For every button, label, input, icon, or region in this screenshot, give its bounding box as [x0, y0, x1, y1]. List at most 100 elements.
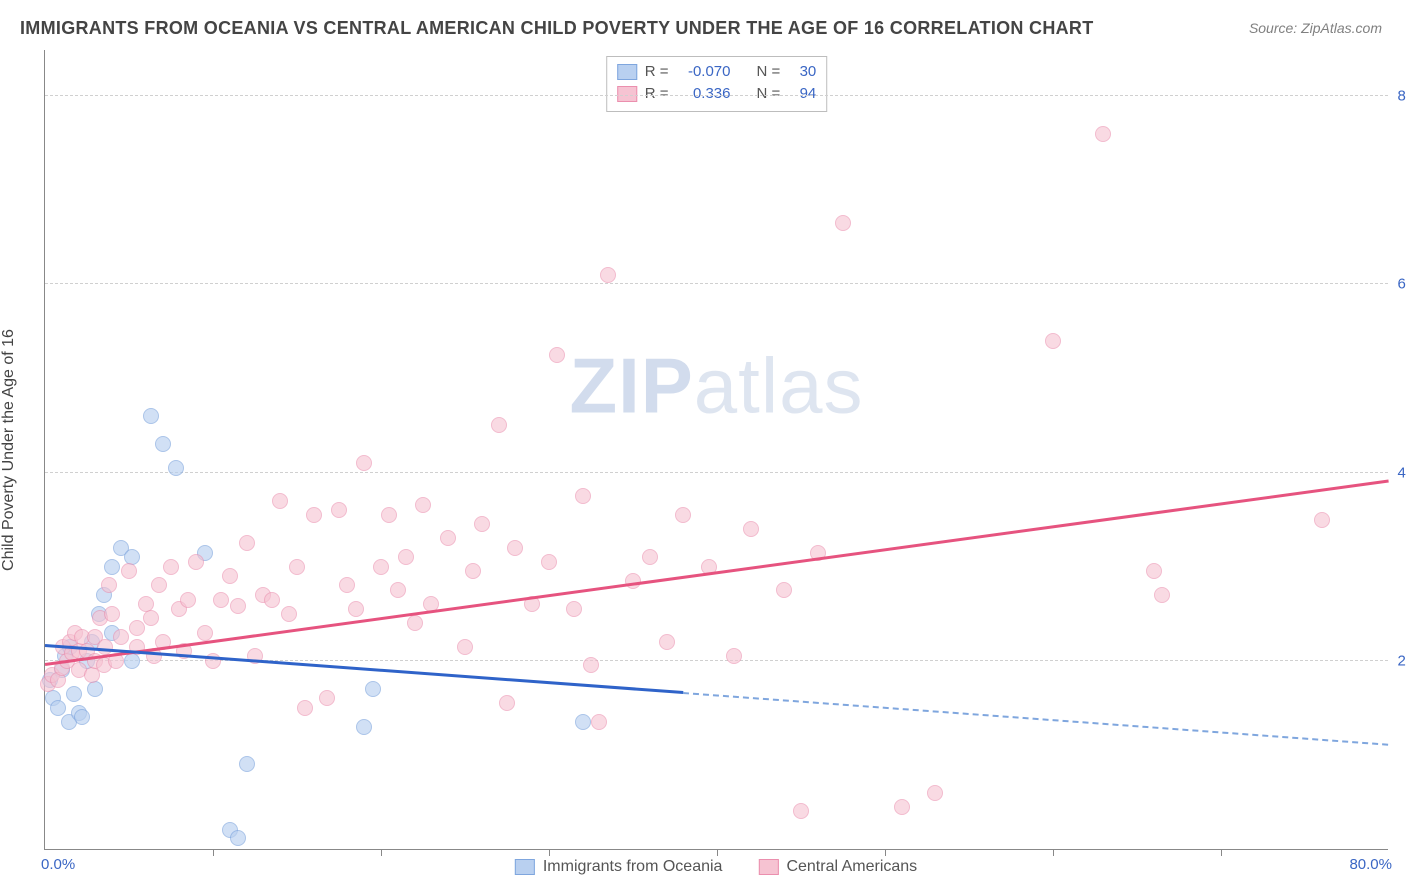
scatter-point	[356, 455, 372, 471]
scatter-point	[180, 592, 196, 608]
scatter-point	[124, 653, 140, 669]
scatter-point	[591, 714, 607, 730]
scatter-point	[97, 639, 113, 655]
scatter-point	[87, 681, 103, 697]
scatter-point	[457, 639, 473, 655]
scatter-point	[659, 634, 675, 650]
scatter-point	[50, 700, 66, 716]
scatter-point	[1314, 512, 1330, 528]
stats-row-1: R = 0.336 N = 94	[617, 83, 817, 105]
scatter-point	[600, 267, 616, 283]
scatter-point	[151, 577, 167, 593]
scatter-point	[407, 615, 423, 631]
scatter-point	[365, 681, 381, 697]
scatter-point	[101, 577, 117, 593]
scatter-point	[104, 559, 120, 575]
scatter-point	[390, 582, 406, 598]
xtick	[717, 849, 718, 856]
scatter-point	[491, 417, 507, 433]
scatter-point	[507, 540, 523, 556]
ytick-label: 80.0%	[1380, 88, 1406, 105]
scatter-point	[222, 568, 238, 584]
watermark-light: atlas	[694, 341, 864, 429]
ytick-label: 40.0%	[1380, 464, 1406, 481]
scatter-point	[121, 563, 137, 579]
scatter-point	[549, 347, 565, 363]
scatter-point	[398, 549, 414, 565]
scatter-point	[163, 559, 179, 575]
scatter-point	[743, 521, 759, 537]
scatter-point	[373, 559, 389, 575]
scatter-point	[566, 601, 582, 617]
scatter-point	[726, 648, 742, 664]
scatter-point	[230, 598, 246, 614]
scatter-point	[239, 535, 255, 551]
scatter-point	[541, 554, 557, 570]
gridline-h	[45, 95, 1388, 96]
scatter-point	[264, 592, 280, 608]
xtick	[549, 849, 550, 856]
bottom-legend: Immigrants from Oceania Central American…	[515, 858, 917, 876]
scatter-point	[339, 577, 355, 593]
r-value-1: 0.336	[677, 83, 731, 105]
scatter-point	[465, 563, 481, 579]
scatter-point	[319, 690, 335, 706]
scatter-point	[499, 695, 515, 711]
legend-swatch-0	[617, 64, 637, 80]
scatter-point	[197, 625, 213, 641]
legend-item-0: Immigrants from Oceania	[515, 858, 723, 876]
xtick	[1053, 849, 1054, 856]
n-value-0: 30	[788, 61, 816, 83]
r-value-0: -0.070	[677, 61, 731, 83]
scatter-point	[113, 629, 129, 645]
x-min-label: 0.0%	[41, 856, 75, 873]
gridline-h	[45, 472, 1388, 473]
legend-swatch-central-americans	[758, 859, 778, 875]
scatter-point	[272, 493, 288, 509]
legend-item-1: Central Americans	[758, 858, 917, 876]
scatter-point	[415, 497, 431, 513]
scatter-point	[835, 215, 851, 231]
scatter-point	[583, 657, 599, 673]
scatter-point	[1095, 126, 1111, 142]
watermark-bold: ZIP	[569, 341, 693, 429]
n-value-1: 94	[788, 83, 816, 105]
scatter-point	[927, 785, 943, 801]
scatter-point	[213, 592, 229, 608]
scatter-point	[168, 460, 184, 476]
scatter-point	[642, 549, 658, 565]
r-label-0: R =	[645, 61, 669, 83]
scatter-point	[143, 610, 159, 626]
r-label-1: R =	[645, 83, 669, 105]
legend-swatch-1	[617, 86, 637, 102]
legend-swatch-oceania	[515, 859, 535, 875]
scatter-point	[143, 408, 159, 424]
scatter-point	[356, 719, 372, 735]
scatter-point	[474, 516, 490, 532]
scatter-point	[297, 700, 313, 716]
n-label-1: N =	[757, 83, 781, 105]
plot-area: ZIPatlas R = -0.070 N = 30 R = 0.336 N =…	[44, 50, 1388, 850]
ytick-label: 60.0%	[1380, 276, 1406, 293]
scatter-point	[281, 606, 297, 622]
trend-line	[45, 479, 1389, 665]
scatter-point	[289, 559, 305, 575]
scatter-point	[348, 601, 364, 617]
gridline-h	[45, 283, 1388, 284]
scatter-point	[188, 554, 204, 570]
xtick	[885, 849, 886, 856]
scatter-point	[440, 530, 456, 546]
scatter-point	[331, 502, 347, 518]
stats-row-0: R = -0.070 N = 30	[617, 61, 817, 83]
legend-label-1: Central Americans	[786, 858, 917, 876]
scatter-point	[1146, 563, 1162, 579]
y-axis-label: Child Poverty Under the Age of 16	[0, 329, 18, 571]
scatter-point	[793, 803, 809, 819]
trend-line-extrapolated	[683, 692, 1389, 746]
scatter-point	[104, 606, 120, 622]
scatter-point	[675, 507, 691, 523]
x-max-label: 80.0%	[1349, 856, 1392, 873]
xtick	[213, 849, 214, 856]
scatter-point	[306, 507, 322, 523]
plot-container: Child Poverty Under the Age of 16 ZIPatl…	[44, 50, 1388, 850]
